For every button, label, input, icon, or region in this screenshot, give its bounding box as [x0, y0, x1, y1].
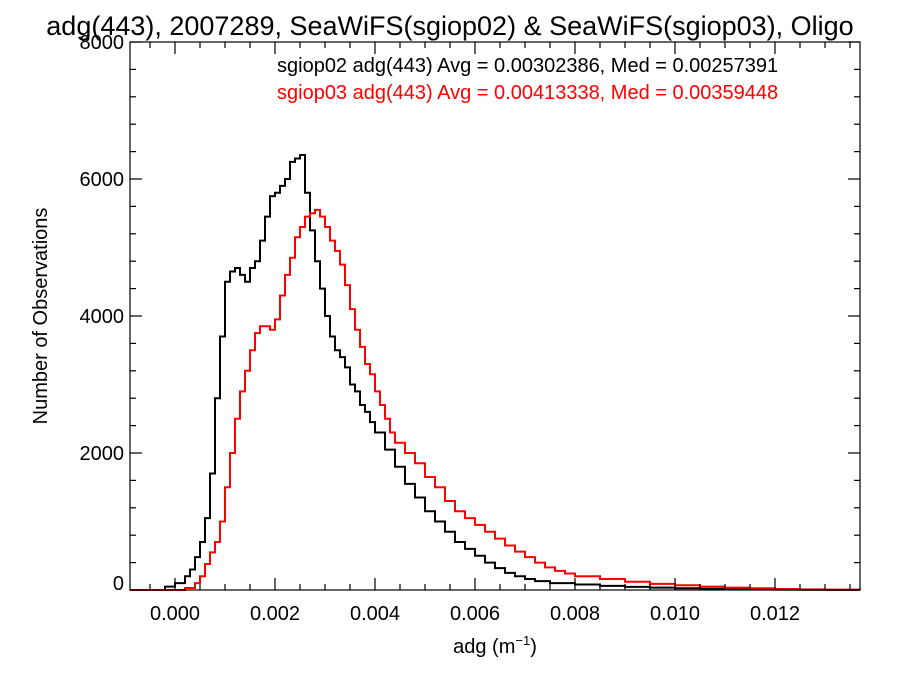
- series-group: [130, 154, 861, 591]
- x-tick-label: 0.008: [550, 603, 600, 625]
- x-tick-label: 0.002: [250, 603, 300, 625]
- y-tick-label: 6000: [80, 169, 125, 191]
- plot-frame: [129, 41, 861, 591]
- y-axis-label: Number of Observations: [30, 208, 52, 425]
- x-tick-label: 0.000: [150, 603, 200, 625]
- chart-title: adg(443), 2007289, SeaWiFS(sgiop02) & Se…: [46, 11, 853, 41]
- y-tick-label: 4000: [80, 306, 125, 328]
- y-tick-label: 2000: [80, 443, 125, 465]
- x-axis-label-superscript: −1: [515, 633, 530, 648]
- x-axis-label: adg (m−1): [453, 633, 537, 658]
- x-tick-label: 0.010: [650, 603, 700, 625]
- series-line-sgiop03: [130, 208, 861, 591]
- y-tick-label: 8000: [80, 32, 125, 54]
- x-tick-label: 0.004: [350, 603, 400, 625]
- legend-entry-sgiop03: sgiop03 adg(443) Avg = 0.00413338, Med =…: [277, 82, 778, 104]
- x-tick-label: 0.012: [750, 603, 800, 625]
- x-axis-label-close: ): [530, 636, 537, 658]
- legend-entry-sgiop02: sgiop02 adg(443) Avg = 0.00302386, Med =…: [277, 55, 778, 77]
- x-tick-label: 0.006: [450, 603, 500, 625]
- x-axis-label-text: adg (m: [453, 636, 515, 658]
- ticks-group: 0.000 0.002 0.004 0.006 0.008 0.010 0.012 0 2000…: [80, 32, 860, 625]
- y-tick-label: 0: [113, 573, 124, 595]
- series-line-sgiop02: [130, 154, 861, 591]
